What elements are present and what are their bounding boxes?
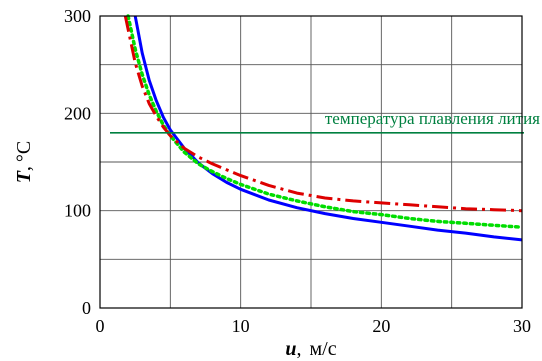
y-tick-label: 200 (64, 103, 91, 123)
series-line-1 (133, 15, 523, 242)
y-tick-label: 100 (64, 201, 91, 221)
y-tick-label: 0 (82, 298, 91, 318)
y-axis-label: T, °C (13, 141, 35, 184)
grid (100, 16, 522, 308)
plot-frame (99, 15, 523, 309)
series-lines (123, 14, 524, 242)
y-tick-label: 300 (64, 6, 91, 26)
x-tick-label: 20 (372, 316, 390, 336)
y-axis-variable: T (13, 170, 35, 183)
reference-line-group: температура плавления лития (110, 109, 540, 134)
x-tick-label: 0 (96, 316, 105, 336)
x-tick-label: 10 (232, 316, 250, 336)
x-axis-variable: u (285, 338, 296, 360)
x-axis-separator: , (297, 338, 302, 360)
series-line-3 (123, 15, 523, 213)
x-axis-unit: м/с (310, 338, 337, 360)
x-axis-label: u, м/с (285, 338, 336, 360)
series-line-2 (126, 14, 524, 229)
x-tick-label: 30 (513, 316, 531, 336)
y-axis-unit: °C (13, 141, 35, 162)
y-axis-separator: , (13, 166, 35, 171)
reference-line-label: температура плавления лития (325, 109, 540, 128)
